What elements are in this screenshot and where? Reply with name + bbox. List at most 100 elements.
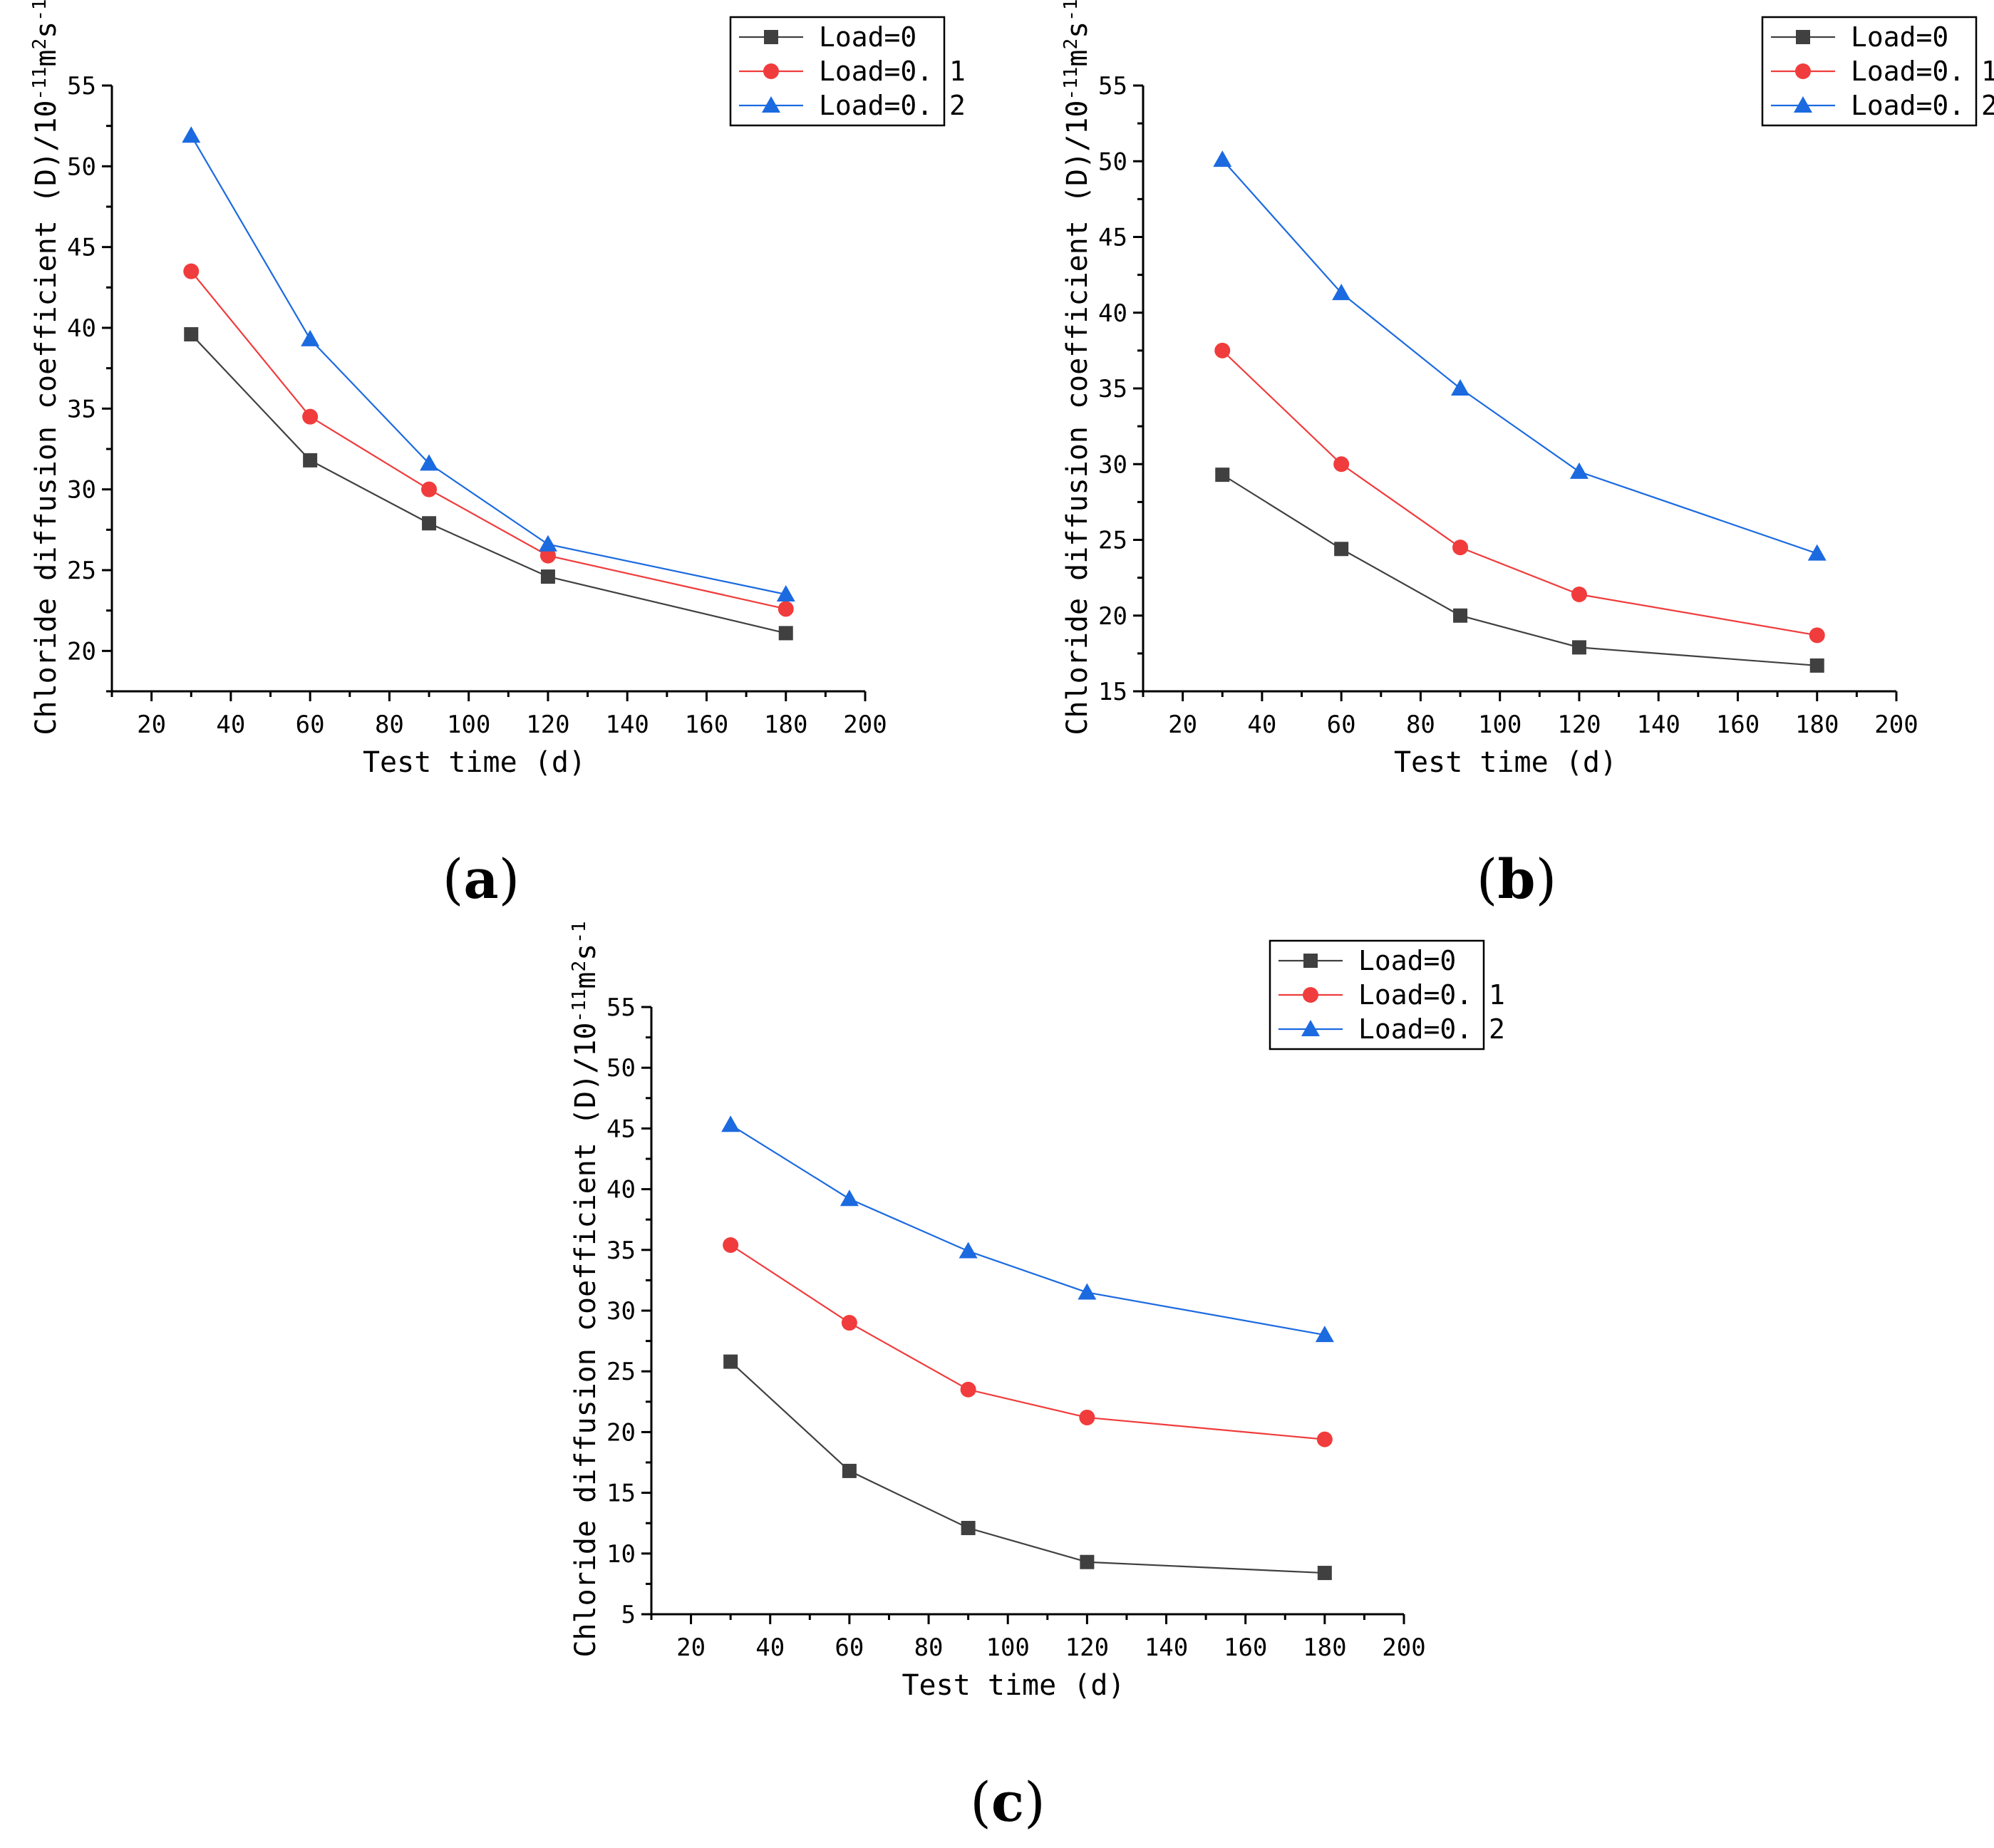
- series-2: [1213, 150, 1827, 561]
- data-point: [842, 1463, 857, 1478]
- y-tick-label: 50: [1098, 148, 1127, 176]
- legend-marker: [1794, 96, 1812, 113]
- legend-label: Load=0. 1: [1358, 979, 1505, 1011]
- legend-label: Load=0. 1: [1851, 56, 1994, 87]
- x-axis-title: Test time (d): [363, 746, 586, 779]
- data-point: [1334, 542, 1349, 557]
- data-point: [778, 626, 793, 641]
- y-tick-label: 45: [1098, 224, 1127, 252]
- data-point: [1571, 640, 1586, 655]
- y-tick-label: 40: [606, 1176, 636, 1204]
- y-tick-label: 50: [606, 1054, 636, 1083]
- series-line: [190, 135, 786, 596]
- x-tick-label: 120: [526, 711, 569, 739]
- x-tick-label: 180: [1795, 711, 1839, 739]
- data-point: [1809, 658, 1824, 673]
- data-point: [1452, 540, 1469, 556]
- data-point: [1213, 150, 1232, 167]
- legend-marker: [1301, 1020, 1320, 1036]
- y-tick-label: 15: [1098, 678, 1127, 706]
- y-tick-label: 55: [1098, 72, 1127, 100]
- data-point: [1332, 284, 1351, 301]
- x-tick-label: 140: [605, 711, 649, 739]
- legend-label: Load=0. 2: [1358, 1013, 1505, 1045]
- y-tick-label: 35: [1098, 375, 1127, 403]
- data-point: [959, 1242, 978, 1259]
- x-tick-label: 60: [835, 1633, 864, 1662]
- x-tick-label: 140: [1636, 711, 1680, 739]
- legend-marker: [1795, 63, 1811, 79]
- data-point: [1807, 544, 1827, 561]
- legend-label: Load=0. 1: [819, 56, 966, 87]
- panel-label: (b): [1477, 847, 1556, 911]
- x-tick-label: 160: [1224, 1633, 1267, 1662]
- x-tick-label: 40: [1247, 711, 1276, 739]
- series-1: [1214, 342, 1825, 644]
- series-line: [1221, 159, 1818, 554]
- chart-panel-b: 20 40 60 80 100 120 140 160 180 200 15 20 25 30 35 40 45…: [1060, 0, 1994, 911]
- series-0: [184, 327, 793, 641]
- y-tick-label: 10: [606, 1540, 636, 1569]
- legend-marker: [763, 63, 779, 79]
- y-tick-label: 25: [67, 557, 96, 585]
- data-point: [1078, 1283, 1097, 1300]
- x-tick-label: 20: [1168, 711, 1197, 739]
- series-line: [1221, 350, 1817, 636]
- data-point: [1451, 379, 1470, 396]
- data-point: [302, 408, 319, 425]
- y-axis-title: Chloride diffusion coefficient (D)/10-11…: [29, 0, 63, 735]
- data-point: [421, 481, 438, 497]
- legend-marker: [762, 96, 780, 113]
- data-point: [1569, 462, 1589, 479]
- x-tick-label: 200: [1382, 1633, 1425, 1662]
- x-axis-title: Test time (d): [902, 1669, 1125, 1702]
- data-point: [1333, 456, 1350, 473]
- data-point: [960, 1381, 976, 1398]
- y-tick-label: 50: [67, 153, 96, 181]
- data-point: [183, 263, 200, 279]
- y-tick-label: 20: [606, 1418, 636, 1447]
- legend-label: Load=0: [819, 21, 916, 53]
- x-tick-label: 60: [1327, 711, 1356, 739]
- y-tick-label: 30: [606, 1297, 636, 1326]
- data-point: [778, 601, 794, 617]
- data-point: [1316, 1431, 1333, 1447]
- y-tick-label: 15: [606, 1480, 636, 1508]
- series-0: [1215, 468, 1824, 673]
- y-tick-label: 5: [621, 1601, 636, 1629]
- data-point: [1809, 627, 1825, 644]
- data-point: [721, 1115, 740, 1132]
- data-point: [1453, 608, 1468, 623]
- x-tick-label: 200: [1874, 711, 1918, 739]
- y-tick-label: 55: [606, 993, 636, 1022]
- x-tick-label: 40: [755, 1633, 785, 1662]
- series-line: [730, 1244, 1325, 1440]
- y-tick-label: 20: [1098, 602, 1127, 631]
- data-point: [1214, 342, 1231, 358]
- legend-marker: [1303, 987, 1318, 1003]
- legend-label: Load=0: [1358, 945, 1456, 976]
- data-point: [1315, 1326, 1334, 1343]
- y-tick-label: 40: [67, 314, 96, 343]
- data-point: [840, 1189, 859, 1207]
- y-axis-title: Chloride diffusion coefficient (D)/10-11…: [1060, 0, 1094, 735]
- y-tick-label: 35: [67, 395, 96, 423]
- data-point: [723, 1354, 738, 1369]
- y-tick-label: 55: [67, 72, 96, 100]
- x-tick-label: 160: [685, 711, 728, 739]
- legend-marker: [1796, 30, 1810, 44]
- panel-label: (a): [443, 847, 520, 911]
- y-tick-label: 45: [606, 1115, 636, 1143]
- series-2: [182, 126, 795, 602]
- y-tick-label: 45: [67, 234, 96, 262]
- series-0: [723, 1354, 1332, 1581]
- data-point: [1215, 468, 1230, 482]
- series-1: [723, 1237, 1333, 1447]
- data-point: [1571, 587, 1587, 602]
- data-point: [303, 453, 318, 468]
- chart-panel-c: 20 40 60 80 100 120 140 160 180 200 5 10 15 20 25 30 35 4…: [569, 921, 1505, 1834]
